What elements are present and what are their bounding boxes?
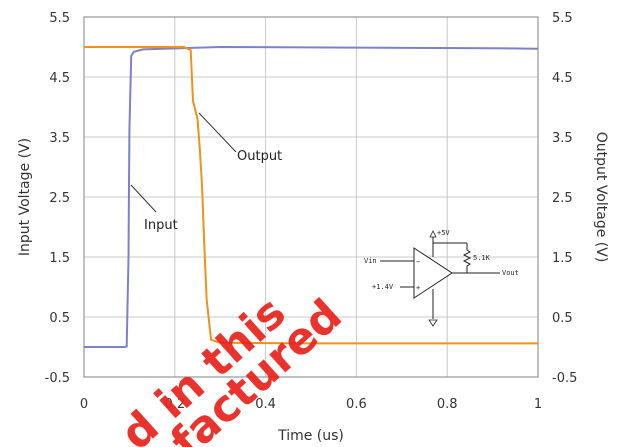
x-tick-label: 0.4 [255,397,276,412]
annotation-output: Output [237,149,282,164]
y2-tick-label: 5.5 [552,11,573,26]
series-line-input [84,46,539,348]
y2-tick-label: 0.5 [552,311,573,326]
x-axis-ticks: 0 0.2 0.4 0.6 0.8 1 [80,397,542,412]
resistor-label: 5.1K [473,254,491,262]
x-axis-title: Time (us) [277,428,344,444]
supply-arrow [429,230,437,238]
y2-tick-label: 1.5 [552,251,573,266]
y2-tick-label: -0.5 [552,371,577,386]
y-axis-title: Input Voltage (V) [17,138,33,256]
opamp-triangle [413,247,453,299]
x-tick-label: 0 [80,397,88,412]
pullup-resistor [462,243,472,273]
reference-label: +1.4V [372,283,394,291]
y2-axis-title: Output Voltage (V) [593,132,609,263]
x-tick-label: 0.6 [346,397,367,412]
annotation-leader-output [198,112,237,153]
y2-tick-label: 4.5 [552,71,573,86]
vin-label: Vin [364,257,377,265]
y2-axis-ticks: -0.5 0.5 1.5 2.5 3.5 4.5 5.5 [552,11,577,386]
y2-tick-label: 3.5 [552,131,573,146]
y-tick-label: 2.5 [49,191,70,206]
annotation-leader-input [130,184,157,213]
annotation-input: Input [144,218,178,233]
y-tick-label: -0.5 [45,371,70,386]
x-tick-label: 0.2 [164,397,185,412]
minus-sign: − [416,258,420,266]
plot-frame [83,16,539,378]
watermark: d in this factured [111,287,351,447]
x-tick-label: 1 [534,397,542,412]
y-tick-label: 5.5 [49,11,70,26]
y2-tick-label: 2.5 [552,191,573,206]
y-tick-label: 3.5 [49,131,70,146]
grid [84,17,538,377]
output-label: Vout [502,269,519,277]
y-tick-label: 0.5 [49,311,70,326]
ground-symbol [428,319,438,327]
x-tick-label: 0.8 [437,397,458,412]
plus-sign: + [416,284,420,292]
series-line-output [84,46,538,345]
series-group [84,46,539,348]
y-axis-ticks: -0.5 0.5 1.5 2.5 3.5 4.5 5.5 [45,11,70,386]
y-tick-label: 4.5 [49,71,70,86]
comparator-schematic: − + Vin +1.4V +5V 5.1K Vout [364,229,519,327]
y-tick-label: 1.5 [49,251,70,266]
supply-label: +5V [437,229,450,237]
